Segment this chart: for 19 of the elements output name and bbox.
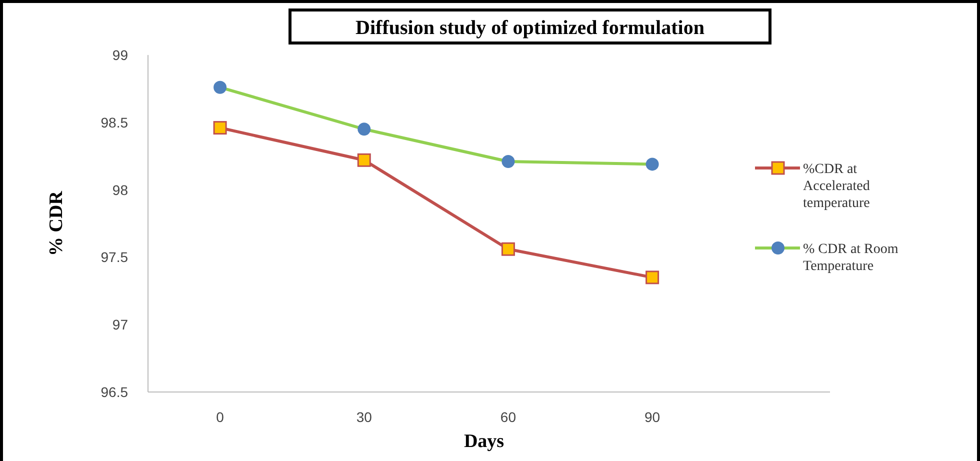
y-tick-label: 99 bbox=[112, 47, 128, 63]
x-tick-label: 30 bbox=[356, 409, 372, 425]
y-tick-label: 97.5 bbox=[100, 249, 128, 266]
point bbox=[501, 242, 515, 256]
y-tick-label: 98.5 bbox=[100, 114, 128, 130]
point bbox=[646, 270, 660, 284]
x-tick-label: 0 bbox=[216, 409, 224, 425]
legend-label: %CDR at Accelerated temperature bbox=[803, 162, 870, 211]
x-tick-label: 90 bbox=[644, 409, 660, 425]
point bbox=[357, 153, 371, 167]
y-axis-title: % CDR bbox=[46, 190, 67, 256]
y-tick-label: 97 bbox=[112, 316, 128, 333]
x-axis-title: Days bbox=[464, 431, 504, 452]
legend-label: % CDR at Room Temperature bbox=[803, 242, 898, 274]
y-tick-label: 96.5 bbox=[100, 384, 128, 400]
point bbox=[213, 121, 227, 135]
x-tick-label: 60 bbox=[500, 409, 516, 425]
y-tick-label: 98 bbox=[112, 182, 128, 198]
chart-title: Diffusion study of optimized formulation bbox=[356, 17, 704, 39]
